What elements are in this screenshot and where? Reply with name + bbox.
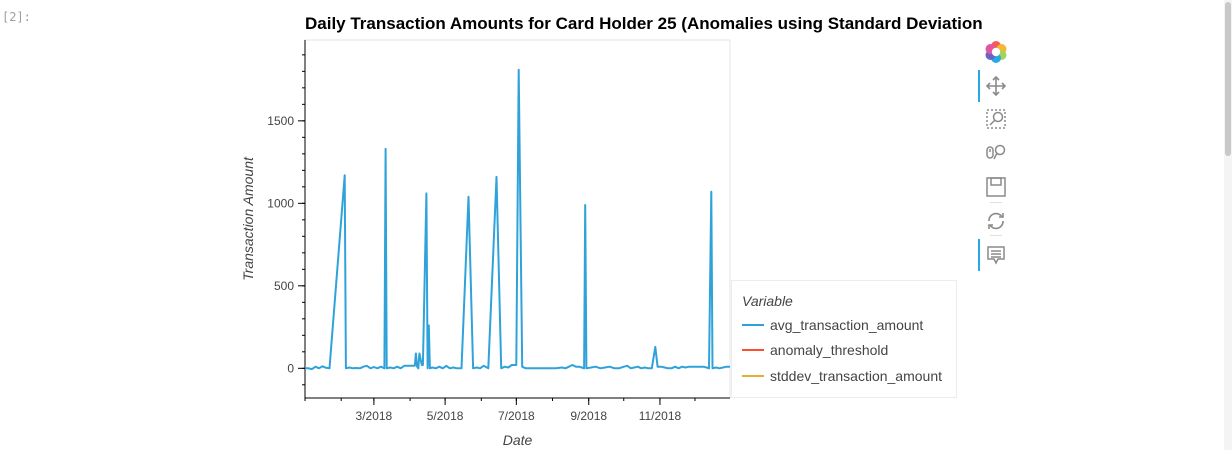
y-axis-label: Transaction Amount	[240, 156, 256, 281]
save-icon[interactable]	[982, 173, 1010, 201]
reset-icon[interactable]	[982, 207, 1010, 235]
legend-swatch	[742, 375, 764, 377]
legend: Variable avg_transaction_amount anomaly_…	[731, 280, 957, 398]
x-tick-label: 5/2018	[427, 409, 464, 423]
legend-label: anomaly_threshold	[770, 342, 889, 358]
x-axis-label: Date	[503, 432, 533, 448]
scrollbar-thumb[interactable]	[1225, 2, 1231, 156]
hover-icon[interactable]	[978, 239, 1010, 271]
bokeh-logo-icon[interactable]	[982, 38, 1010, 66]
chart-title: Daily Transaction Amounts for Card Holde…	[305, 14, 983, 33]
legend-swatch	[742, 324, 764, 326]
y-tick-label: 0	[287, 361, 294, 375]
scrollbar[interactable]	[1224, 0, 1232, 450]
toolbar-separator	[990, 202, 1002, 203]
wheel-zoom-icon[interactable]	[982, 139, 1010, 167]
legend-title: Variable	[742, 293, 793, 309]
cell-prompt: [2]:	[2, 10, 31, 24]
x-tick-label: 11/2018	[639, 409, 682, 423]
y-tick-label: 1000	[267, 196, 294, 210]
y-tick-label: 500	[274, 279, 294, 293]
box-zoom-icon[interactable]	[982, 105, 1010, 133]
x-tick-label: 3/2018	[356, 409, 393, 423]
legend-label: avg_transaction_amount	[770, 317, 924, 333]
series-line-avg-transaction-amount	[305, 68, 730, 371]
toolbar-separator	[990, 235, 1002, 236]
legend-swatch	[742, 349, 764, 351]
y-tick-label: 1500	[267, 114, 294, 128]
legend-item-avg-transaction-amount[interactable]: avg_transaction_amount	[742, 315, 923, 335]
x-tick-label: 7/2018	[498, 409, 535, 423]
pan-icon[interactable]	[978, 70, 1010, 102]
x-tick-label: 9/2018	[570, 409, 607, 423]
legend-item-stddev-transaction-amount[interactable]: stddev_transaction_amount	[742, 366, 942, 386]
legend-label: stddev_transaction_amount	[770, 368, 942, 384]
legend-item-anomaly-threshold[interactable]: anomaly_threshold	[742, 340, 888, 360]
